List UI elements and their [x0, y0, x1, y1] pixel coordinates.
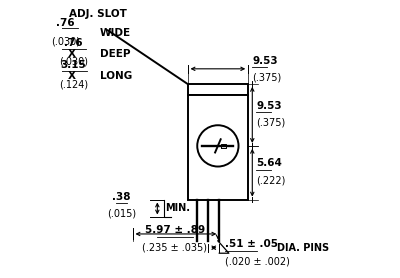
Text: ADJ. SLOT: ADJ. SLOT [69, 9, 127, 19]
Text: 9.53: 9.53 [252, 56, 278, 66]
Text: DIA. PINS: DIA. PINS [277, 243, 329, 253]
Text: .76: .76 [56, 18, 74, 28]
Text: (.235 ± .035): (.235 ± .035) [142, 242, 207, 252]
Circle shape [197, 125, 238, 167]
Text: 3.15: 3.15 [60, 60, 86, 70]
Text: (.124): (.124) [59, 79, 88, 89]
Text: LONG: LONG [100, 71, 132, 81]
Bar [188, 95, 248, 200]
Text: X: X [67, 49, 75, 59]
Text: (.222): (.222) [256, 176, 286, 186]
Text: .38: .38 [112, 192, 131, 202]
Text: DEEP: DEEP [100, 49, 130, 59]
Text: (.020 ± .002): (.020 ± .002) [225, 256, 290, 266]
Text: 5.64: 5.64 [256, 158, 282, 168]
Text: WIDE: WIDE [100, 28, 131, 38]
Text: 5.97 ± .89: 5.97 ± .89 [145, 225, 205, 235]
Text: (.375): (.375) [252, 73, 282, 83]
Text: (.015): (.015) [107, 209, 136, 219]
Text: 9.53: 9.53 [256, 101, 282, 111]
Text: MIN.: MIN. [166, 203, 190, 213]
Text: (.375): (.375) [256, 118, 286, 128]
Text: .51 ± .05: .51 ± .05 [225, 239, 278, 249]
Text: .76: .76 [64, 38, 83, 48]
Text: (.030): (.030) [51, 36, 80, 46]
Bar [188, 84, 248, 95]
Text: (.030): (.030) [59, 57, 88, 67]
Text: X: X [67, 71, 75, 81]
